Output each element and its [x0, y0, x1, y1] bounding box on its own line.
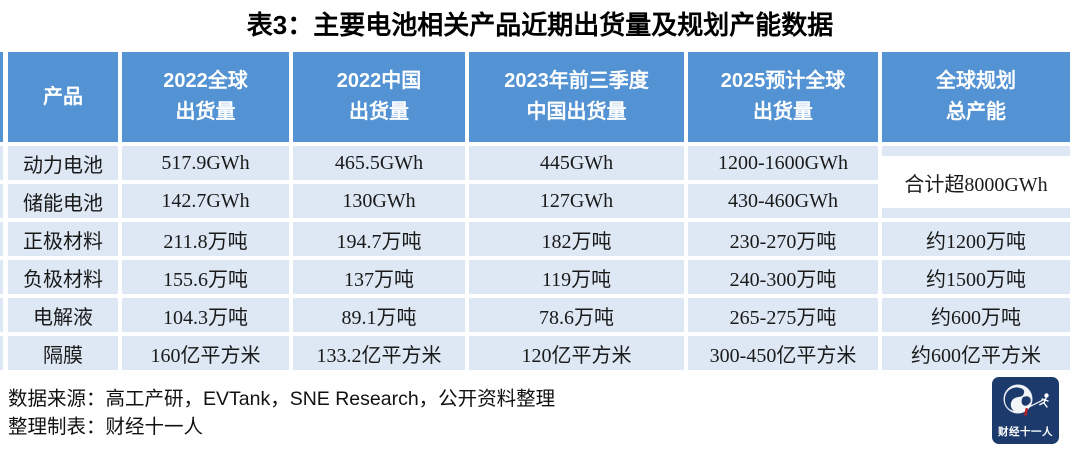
header-line: 产品	[43, 85, 83, 108]
header-line: 总产能	[946, 101, 1006, 123]
table-row: 储能电池 142.7GWh 130GWh 127GWh 430-460GWh	[8, 184, 1070, 218]
cell-value: 160亿平方米	[122, 336, 289, 370]
cell-value: 155.6万吨	[122, 260, 289, 294]
cell-value: 78.6万吨	[469, 298, 684, 332]
table-row: 隔膜 160亿平方米 133.2亿平方米 120亿平方米 300-450亿平方米…	[8, 336, 1070, 370]
cell-value: 127GWh	[469, 184, 684, 218]
cell-value: 1200-1600GWh	[688, 146, 878, 180]
header-line: 出货量	[349, 101, 409, 123]
table-edge-sliver	[0, 222, 3, 256]
merged-total-box: 合计超8000GWh	[882, 156, 1070, 208]
table-row: 动力电池 517.9GWh 465.5GWh 445GWh 1200-1600G…	[8, 146, 1070, 218]
table-edge-sliver	[0, 260, 3, 294]
cell-value: 137万吨	[293, 260, 465, 294]
header-line: 出货量	[175, 101, 236, 123]
cell-product: 正极材料	[8, 222, 118, 256]
cell-product: 负极材料	[8, 260, 118, 294]
cell-value: 240-300万吨	[688, 260, 878, 294]
cell-value: 465.5GWh	[293, 146, 465, 180]
table-edge-sliver	[0, 52, 3, 142]
cell-value: 182万吨	[469, 222, 684, 256]
cell-value: 89.1万吨	[293, 298, 465, 332]
battery-data-table: 产品 2022全球 出货量 2022中国 出货量 2023年前三季度 中国出货量…	[4, 48, 1074, 374]
header-line: 2023年前三季度	[504, 70, 649, 92]
table-edge-sliver	[0, 146, 3, 180]
header-2025-forecast: 2025预计全球 出货量	[688, 52, 878, 142]
cell-product: 储能电池	[8, 184, 118, 218]
cell-value: 445GWh	[469, 146, 684, 180]
table-row: 负极材料 155.6万吨 137万吨 119万吨 240-300万吨 约1500…	[8, 260, 1070, 294]
cell-value: 104.3万吨	[122, 298, 289, 332]
header-product: 产品	[8, 52, 118, 142]
header-line: 2022全球	[163, 70, 248, 92]
table-edge-sliver	[0, 336, 3, 370]
table-header-row: 产品 2022全球 出货量 2022中国 出货量 2023年前三季度 中国出货量…	[8, 52, 1070, 142]
globe-icon	[1003, 384, 1049, 416]
cell-product: 隔膜	[8, 336, 118, 370]
header-line: 2022中国	[336, 70, 422, 92]
page-title: 表3：主要电池相关产品近期出货量及规划产能数据	[246, 10, 834, 40]
cell-value: 430-460GWh	[688, 184, 878, 218]
header-line: 出货量	[753, 101, 813, 123]
header-line: 中国出货量	[526, 101, 627, 123]
header-2022-global: 2022全球 出货量	[122, 52, 289, 142]
logo-wordmark: 财经十一人	[998, 426, 1053, 438]
caijing-eleven-logo: 财经十一人	[992, 377, 1059, 444]
cell-value: 211.8万吨	[122, 222, 289, 256]
cell-value: 230-270万吨	[688, 222, 878, 256]
header-line: 2025预计全球	[720, 70, 846, 92]
header-2023-q3-china: 2023年前三季度 中国出货量	[469, 52, 684, 142]
header-2022-china: 2022中国 出货量	[293, 52, 465, 142]
table-edge-sliver	[0, 184, 3, 218]
cell-value: 265-275万吨	[688, 298, 878, 332]
credit-line: 整理制表：财经十一人	[8, 416, 204, 438]
cell-product: 电解液	[8, 298, 118, 332]
table-row: 正极材料 211.8万吨 194.7万吨 182万吨 230-270万吨 约12…	[8, 222, 1070, 256]
cell-value: 约1500万吨	[882, 260, 1070, 294]
cell-value: 120亿平方米	[469, 336, 684, 370]
header-planned-capacity: 全球规划 总产能	[882, 52, 1070, 142]
header-line: 全球规划	[936, 70, 1016, 92]
cell-value: 119万吨	[469, 260, 684, 294]
cell-product: 动力电池	[8, 146, 118, 180]
cell-value: 130GWh	[293, 184, 465, 218]
cell-value: 142.7GWh	[122, 184, 289, 218]
cell-merged-total: 合计超8000GWh	[882, 146, 1070, 218]
cell-value: 约600万吨	[882, 298, 1070, 332]
cell-value: 194.7万吨	[293, 222, 465, 256]
table-edge-sliver	[0, 298, 3, 332]
cell-value: 约600亿平方米	[882, 336, 1070, 370]
cell-value: 约1200万吨	[882, 222, 1070, 256]
cell-value: 133.2亿平方米	[293, 336, 465, 370]
cell-value: 517.9GWh	[122, 146, 289, 180]
data-source-line: 数据来源：高工产研，EVTank，SNE Research，公开资料整理	[8, 388, 556, 410]
cell-value: 300-450亿平方米	[688, 336, 878, 370]
table-row: 电解液 104.3万吨 89.1万吨 78.6万吨 265-275万吨 约600…	[8, 298, 1070, 332]
